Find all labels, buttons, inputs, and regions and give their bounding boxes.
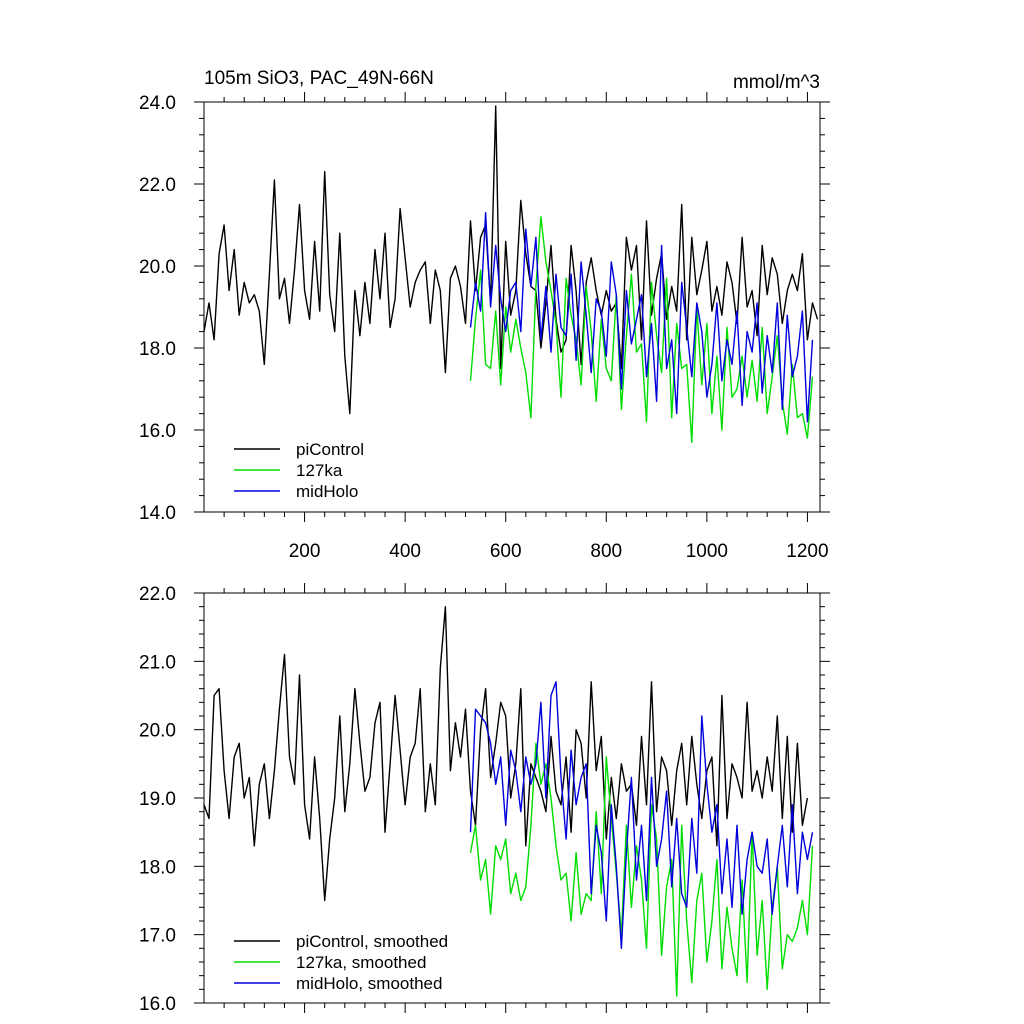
top-legend: piControl 127ka midHolo: [234, 440, 364, 501]
top-y-tick-label: 16.0: [139, 421, 176, 442]
bottom-legend-label: piControl, smoothed: [296, 932, 448, 951]
bottom-y-tick-label: 18.0: [139, 857, 176, 878]
bottom-y-tick-label: 20.0: [139, 721, 176, 742]
bottom-series-group: [203, 606, 814, 997]
top-x-tick-label: 400: [389, 541, 421, 562]
bottom-y-tick-label: 21.0: [139, 652, 176, 673]
top-y-tick-label: 24.0: [139, 93, 176, 114]
top-series-127ka: [469, 216, 814, 443]
bottom-legend-label: 127ka, smoothed: [296, 953, 426, 972]
bottom-series-picontrol-smoothed: [203, 606, 809, 902]
top-legend-label: piControl: [296, 440, 364, 459]
top-panel-units: mmol/m^3: [733, 72, 820, 93]
top-y-tick-label: 22.0: [139, 175, 176, 196]
bottom-plot-frame: [203, 592, 821, 1004]
bottom-series-127ka-smoothed: [469, 742, 814, 997]
top-axis-ticks: 14.0 16.0 18.0 20.0 22.0 24.0 200 400 600 800 1000…: [139, 92, 830, 562]
top-x-tick-label: 1000: [686, 541, 728, 562]
bottom-legend-label: midHolo, smoothed: [296, 974, 442, 993]
top-legend-label: 127ka: [296, 461, 343, 480]
top-series-group: [203, 105, 819, 443]
top-series-picontrol: [203, 105, 819, 415]
bottom-panel: 16.0 17.0 18.0 19.0 20.0 21.0 22.0 piControl, …: [139, 583, 830, 1015]
top-plot-frame: [203, 101, 821, 513]
bottom-series-midholo-smoothed: [469, 681, 814, 949]
top-x-tick-label: 200: [289, 541, 321, 562]
top-x-tick-label: 600: [490, 541, 522, 562]
bottom-axis-ticks: 16.0 17.0 18.0 19.0 20.0 21.0 22.0: [139, 583, 830, 1015]
top-series-midholo: [469, 211, 814, 423]
top-panel-title: 105m SiO3, PAC_49N-66N: [204, 68, 434, 89]
top-legend-label: midHolo: [296, 482, 358, 501]
bottom-y-tick-label: 19.0: [139, 789, 176, 810]
bottom-legend: piControl, smoothed 127ka, smoothed midHol…: [234, 932, 448, 993]
top-y-tick-label: 20.0: [139, 257, 176, 278]
bottom-y-tick-label: 22.0: [139, 584, 176, 605]
top-y-tick-label: 14.0: [139, 503, 176, 524]
top-x-tick-label: 1200: [786, 541, 828, 562]
top-x-tick-label: 800: [590, 541, 622, 562]
top-panel: 105m SiO3, PAC_49N-66N mmol/m^3 14.0 16.0…: [139, 68, 830, 562]
bottom-y-tick-label: 16.0: [139, 994, 176, 1015]
top-y-tick-label: 18.0: [139, 339, 176, 360]
bottom-y-tick-label: 17.0: [139, 926, 176, 947]
